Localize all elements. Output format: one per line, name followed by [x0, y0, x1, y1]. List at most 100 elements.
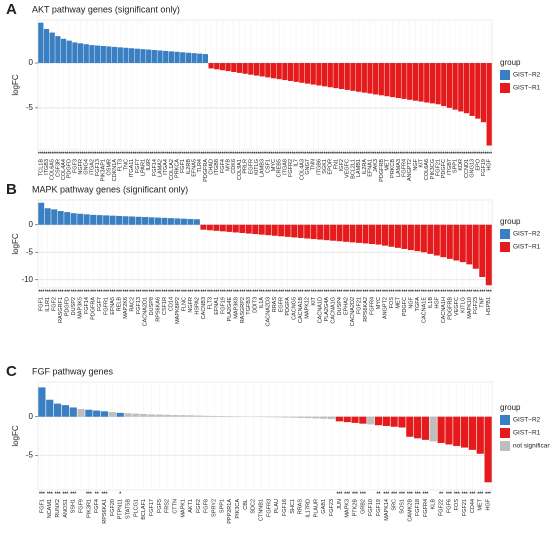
significance-label: ***	[473, 289, 479, 295]
significance-label: ***	[399, 491, 405, 497]
legend-swatch	[500, 70, 510, 80]
x-tick-label: ITGB7	[447, 159, 453, 175]
bar	[191, 53, 197, 64]
x-tick-label: EGFR	[248, 159, 254, 174]
bar	[83, 214, 90, 225]
bar	[276, 63, 282, 80]
bar	[140, 49, 146, 64]
x-tick-label: IL2RA	[362, 159, 368, 175]
x-tick-label: PDGFD	[67, 159, 73, 178]
x-tick-label: ANGPT2	[407, 159, 413, 181]
significance-label: ***	[424, 151, 430, 157]
significance-label: ***	[356, 151, 362, 157]
x-tick-label: FGF4	[94, 499, 100, 513]
bar	[395, 63, 401, 98]
significance-label: ***	[407, 151, 413, 157]
x-tick-label: FGF23	[329, 499, 335, 516]
significance-label: ***	[447, 289, 453, 295]
significance-label: ***	[333, 151, 339, 157]
significance-label: ***	[142, 289, 148, 295]
bar	[304, 224, 311, 239]
legend-label: GIST−R1	[513, 244, 541, 251]
x-tick-label: CCND1	[464, 159, 470, 178]
x-tick-label: EFNA5	[110, 297, 116, 315]
significance-label: ***	[116, 289, 122, 295]
bar	[466, 224, 473, 265]
bar	[384, 63, 390, 97]
bar	[77, 213, 84, 225]
bar	[122, 216, 129, 225]
bar	[284, 224, 291, 237]
chart-title: FGF pathway genes	[32, 366, 114, 376]
significance-label: ***	[271, 151, 277, 157]
significance-label: ***	[454, 491, 460, 497]
bar	[129, 48, 135, 64]
bar	[343, 224, 350, 242]
bar	[374, 416, 383, 426]
bar	[390, 416, 398, 427]
bar	[85, 409, 93, 417]
bar	[418, 63, 424, 102]
x-tick-label: ITGB6	[316, 159, 322, 175]
x-tick-label: FGF1	[180, 159, 186, 173]
bar	[414, 416, 422, 439]
bar	[64, 212, 71, 225]
bar	[333, 63, 339, 89]
bar	[369, 224, 375, 244]
significance-label: ***	[311, 289, 317, 295]
x-tick-label: IL2RB	[186, 159, 192, 175]
bar	[445, 416, 453, 445]
significance-label: ***	[395, 289, 401, 295]
bar	[135, 216, 142, 225]
bar	[70, 213, 77, 225]
significance-label: *	[119, 491, 121, 497]
x-tick-label: MAPK1	[180, 499, 186, 518]
x-tick-label: PTPN11	[118, 499, 124, 519]
significance-label: ***	[44, 151, 50, 157]
x-tick-label: SRC	[392, 499, 398, 511]
x-tick-label: FGF16	[282, 499, 288, 516]
x-tick-label: RASGRF1	[58, 297, 64, 323]
x-tick-label: MAPK14	[384, 499, 390, 521]
bar	[327, 416, 336, 420]
bar	[336, 224, 343, 242]
bar	[93, 410, 101, 417]
legend-swatch	[500, 229, 510, 239]
significance-label: ***	[360, 491, 366, 497]
significance-label: ***	[207, 289, 213, 295]
significance-label: ***	[265, 289, 271, 295]
significance-label: ***	[72, 151, 78, 157]
x-tick-label: ITGA8	[282, 159, 288, 175]
significance-label: ***	[162, 289, 168, 295]
bar	[151, 50, 157, 64]
significance-label: ***	[440, 289, 446, 295]
x-tick-label: EFNA5	[192, 159, 198, 177]
x-tick-label: FGF17	[149, 499, 155, 516]
x-tick-label: PDGFC	[402, 297, 408, 316]
significance-label: ***	[402, 289, 408, 295]
legend-title: group	[500, 403, 521, 412]
x-tick-label: PDGFRB	[379, 159, 385, 182]
x-tick-label: ITGA2	[89, 159, 95, 175]
bar	[180, 218, 187, 225]
bar	[424, 63, 430, 103]
significance-label: ***	[100, 151, 106, 157]
bar	[197, 53, 203, 64]
x-tick-label: FGF7	[135, 159, 141, 173]
significance-label: ***	[129, 289, 135, 295]
x-tick-label: IL1A	[259, 297, 265, 309]
bar	[155, 217, 161, 225]
x-tick-label: SSH1	[71, 499, 77, 513]
significance-label: ***	[415, 491, 421, 497]
significance-label: ***	[376, 289, 382, 295]
bar	[66, 40, 72, 64]
significance-label: ***	[317, 289, 323, 295]
legend-title: group	[500, 217, 521, 226]
bar	[427, 224, 434, 254]
significance-label: ***	[486, 151, 492, 157]
significance-label: ***	[252, 289, 258, 295]
x-tick-label: FOS	[454, 499, 460, 511]
bar	[258, 224, 265, 235]
x-tick-label: CACNA1D	[318, 297, 324, 323]
significance-label: ***	[197, 151, 203, 157]
